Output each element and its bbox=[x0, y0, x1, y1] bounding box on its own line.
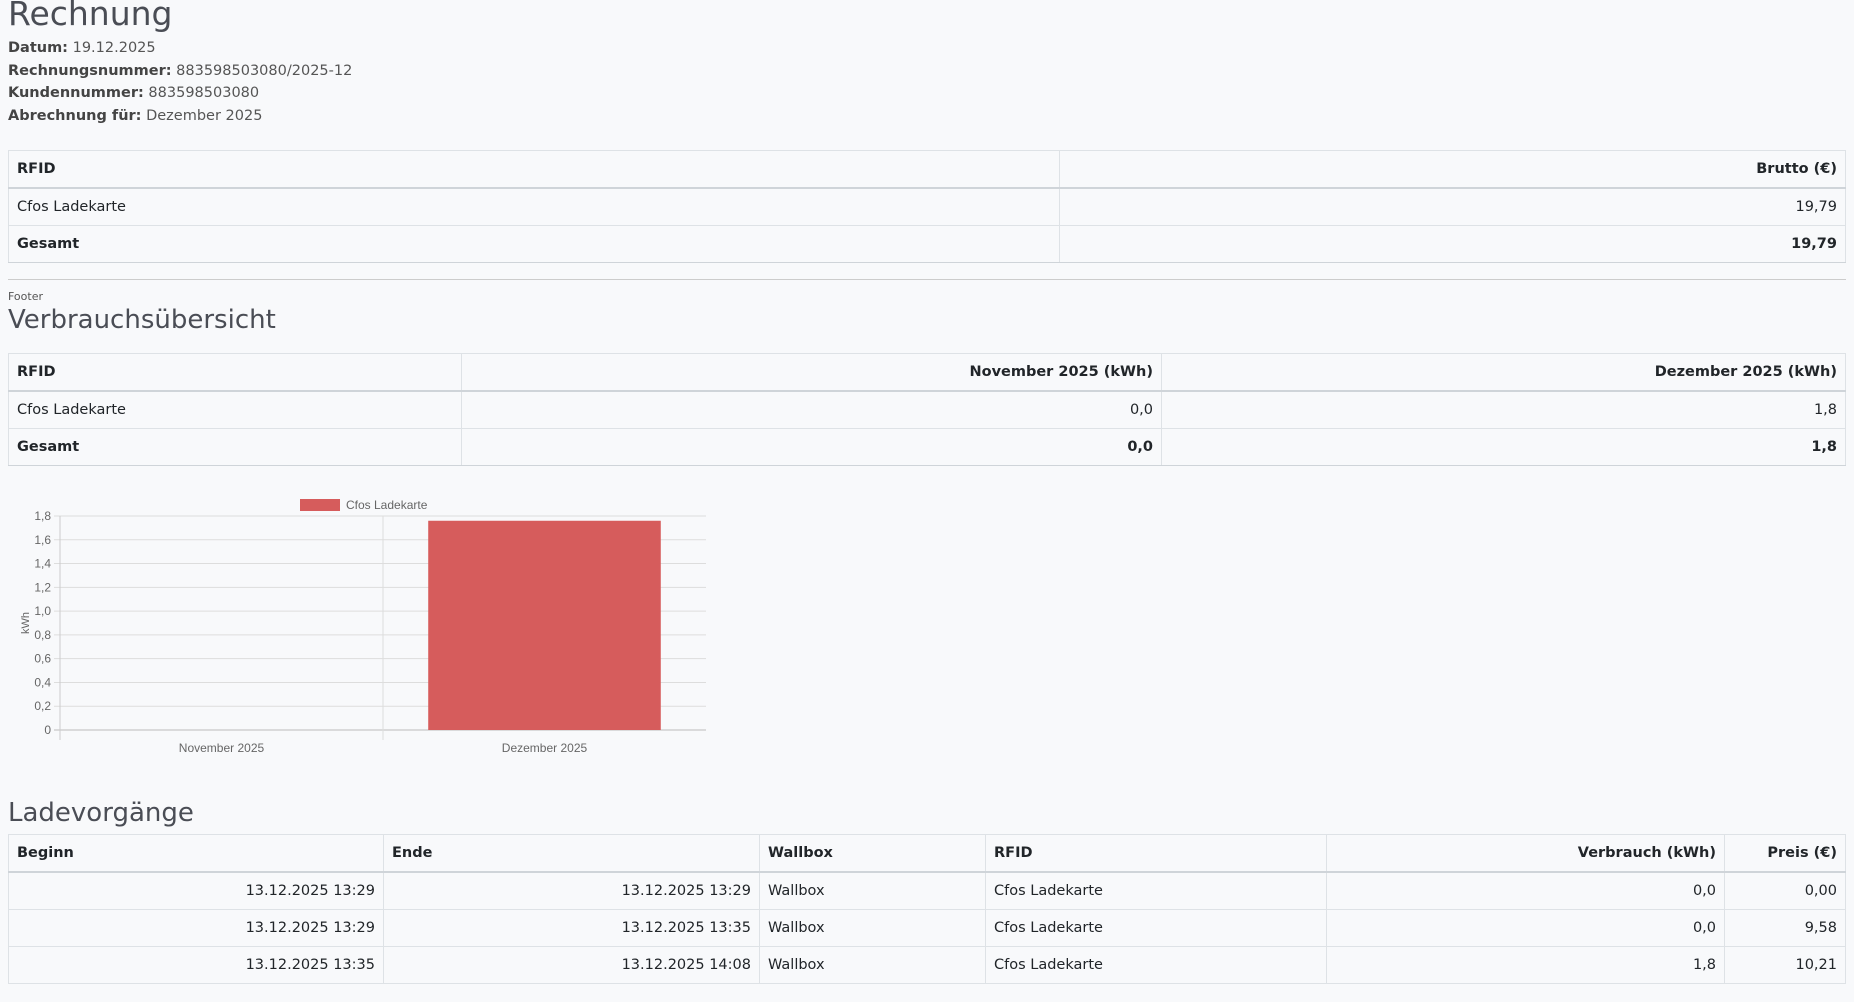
bar-chart: 0 0,2 0,4 0,6 0,8 1,0 1,2 1,4 1,6 1,8 November 202… bbox=[20, 498, 706, 755]
x-tick-label: November 2025 bbox=[179, 741, 265, 755]
table-cell: 13.12.2025 13:29 bbox=[383, 871, 760, 910]
column-header: Ende bbox=[383, 834, 760, 873]
table-cell: 9,58 bbox=[1724, 909, 1846, 947]
y-tick-label: 1,0 bbox=[34, 604, 51, 618]
x-tick-label: Dezember 2025 bbox=[502, 741, 588, 755]
table-cell: 13.12.2025 13:29 bbox=[8, 909, 384, 947]
table-row: 13.12.2025 13:29 13.12.2025 13:29 Wallbox C… bbox=[8, 871, 1846, 910]
y-tick-label: 1,6 bbox=[34, 533, 51, 547]
invoice-info: Datum: 19.12.2025 Rechnungsnummer: 88359… bbox=[8, 37, 1846, 127]
column-header: Wallbox bbox=[759, 834, 986, 873]
y-tick-label: 1,2 bbox=[34, 580, 51, 594]
table-row: 13.12.2025 13:29 13.12.2025 13:35 Wallbox C… bbox=[8, 909, 1846, 947]
bar bbox=[428, 520, 661, 730]
table-cell: Wallbox bbox=[759, 871, 986, 910]
column-header: Verbrauch (kWh) bbox=[1326, 834, 1725, 873]
legend-label: Cfos Ladekarte bbox=[346, 498, 428, 512]
table-row: Cfos Ladekarte 19,79 bbox=[8, 187, 1846, 226]
table-cell: Wallbox bbox=[759, 946, 986, 984]
table-cell: Cfos Ladekarte bbox=[985, 946, 1327, 984]
table-cell: 0,0 bbox=[1326, 871, 1725, 910]
info-billing-period: Abrechnung für: Dezember 2025 bbox=[8, 107, 263, 124]
table-row: Cfos Ladekarte 0,0 1,8 bbox=[8, 390, 1846, 429]
info-date: Datum: 19.12.2025 bbox=[8, 40, 156, 56]
y-tick-label: 0,4 bbox=[34, 675, 51, 689]
column-header: Beginn bbox=[8, 834, 384, 873]
summary-table: RFID Brutto (€) Cfos Ladekarte 19,79 Gesam… bbox=[8, 150, 1846, 263]
total-row: Gesamt 19,79 bbox=[8, 225, 1846, 263]
sessions-table: Beginn Ende Wallbox RFID Verbrauch (kWh) Prei… bbox=[8, 834, 1846, 984]
usage-chart: 0 0,2 0,4 0,6 0,8 1,0 1,2 1,4 1,6 1,8 November 202… bbox=[8, 486, 1846, 786]
usage-table: RFID November 2025 (kWh) Dezember 2025 (kW… bbox=[8, 353, 1846, 466]
info-customer-number: Kundennummer: 883598503080 bbox=[8, 85, 260, 101]
table-cell: 0,00 bbox=[1724, 871, 1846, 910]
page-title: Rechnung bbox=[8, 0, 173, 33]
legend-swatch bbox=[300, 499, 340, 511]
info-invoice-number: Rechnungsnummer: 883598503080/2025-12 bbox=[8, 62, 353, 79]
column-header: Preis (€) bbox=[1724, 834, 1846, 873]
sessions-title: Ladevorgänge bbox=[8, 798, 194, 828]
table-cell: 0,0 bbox=[1326, 909, 1725, 947]
total-row: Gesamt 0,0 1,8 bbox=[8, 428, 1846, 466]
y-tick-label: 0,8 bbox=[34, 628, 51, 642]
table-row: 13.12.2025 13:35 13.12.2025 14:08 Wallbox C… bbox=[8, 946, 1846, 984]
divider bbox=[8, 279, 1846, 280]
table-cell: Cfos Ladekarte bbox=[985, 909, 1327, 947]
table-cell: 13.12.2025 13:35 bbox=[383, 909, 760, 947]
usage-title: Verbrauchsübersicht bbox=[8, 305, 276, 335]
table-cell: 13.12.2025 14:08 bbox=[383, 946, 760, 984]
table-cell: Wallbox bbox=[759, 909, 986, 947]
y-tick-label: 1,4 bbox=[34, 557, 51, 571]
table-cell: 13.12.2025 13:29 bbox=[8, 871, 384, 910]
y-axis-label: kWh bbox=[20, 612, 32, 634]
footer-label: Footer bbox=[8, 290, 43, 303]
y-tick-label: 1,8 bbox=[34, 509, 51, 523]
table-cell: 10,21 bbox=[1724, 946, 1846, 984]
y-tick-label: 0,2 bbox=[34, 699, 51, 713]
table-cell: 13.12.2025 13:35 bbox=[8, 946, 384, 984]
table-cell: 1,8 bbox=[1326, 946, 1725, 984]
y-tick-label: 0,6 bbox=[34, 652, 51, 666]
table-cell: Cfos Ladekarte bbox=[985, 871, 1327, 910]
y-tick-label: 0 bbox=[44, 723, 51, 737]
column-header: RFID bbox=[985, 834, 1327, 873]
